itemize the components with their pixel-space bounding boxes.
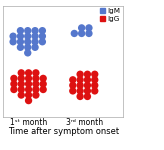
- Point: [20, 88, 23, 91]
- Point: [27, 99, 30, 102]
- Point: [80, 32, 83, 35]
- Point: [34, 29, 36, 32]
- Point: [27, 94, 30, 96]
- Point: [19, 40, 22, 43]
- Point: [20, 94, 23, 96]
- Text: 3ʳᵈ month: 3ʳᵈ month: [66, 117, 103, 126]
- Point: [20, 83, 23, 85]
- Point: [79, 90, 82, 92]
- Point: [19, 29, 22, 32]
- Point: [34, 35, 36, 37]
- Point: [41, 29, 44, 32]
- Point: [27, 88, 30, 91]
- Point: [19, 35, 22, 37]
- Point: [27, 77, 30, 80]
- Point: [26, 35, 29, 37]
- Point: [35, 72, 37, 74]
- Point: [26, 40, 29, 43]
- Point: [79, 84, 82, 87]
- Point: [13, 83, 15, 85]
- Point: [73, 32, 76, 35]
- Point: [86, 73, 89, 75]
- Point: [26, 46, 29, 48]
- Point: [13, 88, 15, 91]
- Point: [12, 35, 14, 37]
- Point: [42, 77, 44, 80]
- Point: [88, 27, 90, 29]
- Point: [86, 79, 89, 81]
- Point: [41, 40, 44, 43]
- Point: [88, 32, 90, 35]
- Point: [93, 84, 96, 87]
- Point: [93, 90, 96, 92]
- Point: [34, 46, 36, 48]
- Point: [12, 40, 14, 43]
- Point: [20, 77, 23, 80]
- Point: [26, 52, 29, 54]
- Point: [20, 72, 23, 74]
- Text: Time after symptom onset: Time after symptom onset: [8, 127, 119, 136]
- Point: [42, 83, 44, 85]
- Point: [86, 95, 89, 98]
- Point: [35, 94, 37, 96]
- Point: [72, 84, 74, 87]
- Point: [79, 79, 82, 81]
- Point: [93, 73, 96, 75]
- Point: [86, 84, 89, 87]
- Point: [35, 88, 37, 91]
- Legend: IgM, IgG: IgM, IgG: [100, 7, 121, 23]
- Point: [93, 79, 96, 81]
- Point: [13, 77, 15, 80]
- Point: [79, 73, 82, 75]
- Point: [72, 79, 74, 81]
- Text: 1ˢᵗ month: 1ˢᵗ month: [10, 117, 47, 126]
- Point: [26, 29, 29, 32]
- Point: [35, 83, 37, 85]
- Point: [27, 72, 30, 74]
- Point: [35, 77, 37, 80]
- Point: [86, 90, 89, 92]
- Point: [19, 46, 22, 48]
- Point: [34, 40, 36, 43]
- Point: [80, 27, 83, 29]
- Point: [41, 35, 44, 37]
- Point: [79, 95, 82, 98]
- Point: [72, 90, 74, 92]
- Point: [27, 83, 30, 85]
- Point: [42, 88, 44, 91]
